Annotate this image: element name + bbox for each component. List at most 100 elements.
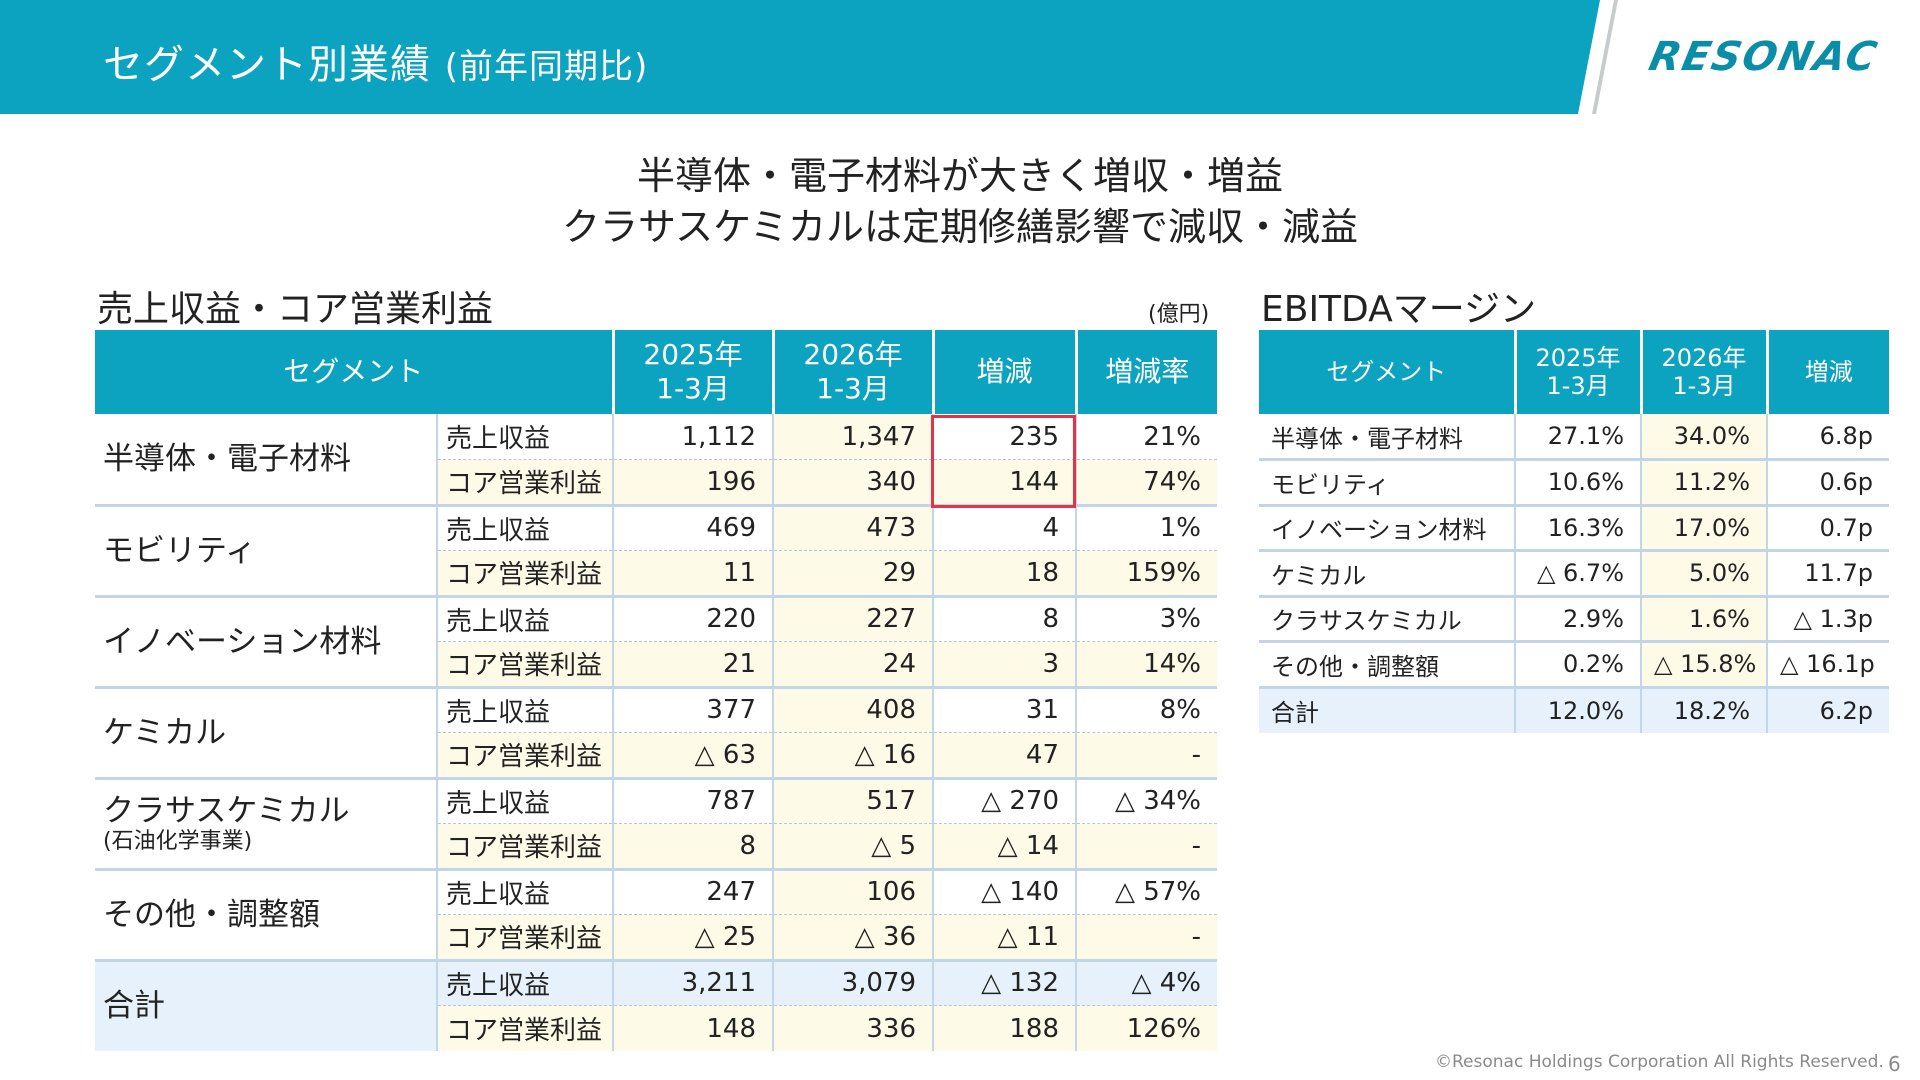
header-2025-line: 1-3月 xyxy=(656,372,730,405)
ebitda-change: 11.7p xyxy=(1766,550,1889,598)
value-2025: 1,112 xyxy=(612,414,774,460)
ebitda-margin-table: セグメント 2025年 1-3月 2026年 1-3月 増減 半導体・電子材料 27.1% 3… xyxy=(1259,330,1889,733)
header-change-rate-line: 増減率 xyxy=(1105,355,1190,388)
metric-label: コア営業利益 xyxy=(435,550,614,598)
value-change-rate: 21% xyxy=(1075,414,1218,460)
ebitda-segment: 合計 xyxy=(1259,687,1515,733)
ebitda-change: △ 16.1p xyxy=(1766,641,1889,689)
value-2025: 247 xyxy=(612,869,774,915)
ebitda-2026: 5.0% xyxy=(1640,550,1767,598)
value-2026: 336 xyxy=(772,1005,934,1051)
header: セグメント別業績 (前年同期比) RESONAC xyxy=(0,0,1920,116)
segment-note: (石油化学事業) xyxy=(103,828,253,854)
ebitda-2026: 17.0% xyxy=(1640,505,1767,552)
ebitda-row: 半導体・電子材料 27.1% 34.0% 6.8p xyxy=(1259,414,1889,461)
ebitda-header-2026: 2026年 1-3月 xyxy=(1639,330,1767,414)
metric-label: 売上収益 xyxy=(435,869,614,915)
value-change-rate: 159% xyxy=(1075,550,1218,598)
value-change-rate: 3% xyxy=(1075,596,1218,642)
value-change-rate: 8% xyxy=(1075,687,1218,733)
ebitda-row: モビリティ 10.6% 11.2% 0.6p xyxy=(1259,459,1889,507)
metric-label: 売上収益 xyxy=(435,687,614,733)
header-change-line: 増減 xyxy=(976,355,1033,388)
ebitda-change: 6.2p xyxy=(1766,687,1889,733)
ebitda-2025: 10.6% xyxy=(1514,459,1641,507)
metric-label: 売上収益 xyxy=(435,414,614,460)
segment-name: クラサスケミカル xyxy=(103,792,350,829)
value-2026: △ 16 xyxy=(772,732,934,780)
value-2025: 377 xyxy=(612,687,774,733)
value-2025: △ 63 xyxy=(612,732,774,780)
value-2025: 196 xyxy=(612,459,774,507)
ebitda-2026: 1.6% xyxy=(1640,596,1767,643)
ebitda-2025: 12.0% xyxy=(1514,687,1641,733)
ebitda-header-segment: セグメント xyxy=(1259,330,1515,414)
metric-label: コア営業利益 xyxy=(435,914,614,962)
metric-label: 売上収益 xyxy=(435,778,614,824)
header-2026-line: 1-3月 xyxy=(816,372,890,405)
header-2026-line: 2026年 xyxy=(803,338,903,371)
value-change: △ 14 xyxy=(932,823,1077,871)
ebitda-row: ケミカル △ 6.7% 5.0% 11.7p xyxy=(1259,550,1889,598)
value-2025: 220 xyxy=(612,596,774,642)
value-2026: 24 xyxy=(772,641,934,689)
header-2026: 2026年 1-3月 xyxy=(771,330,934,414)
segment-name-cell: クラサスケミカル (石油化学事業) xyxy=(95,778,437,871)
header-segment: セグメント xyxy=(95,330,614,414)
ebitda-row: イノベーション材料 16.3% 17.0% 0.7p xyxy=(1259,505,1889,552)
value-change: 8 xyxy=(932,596,1077,642)
metric-label: 売上収益 xyxy=(435,960,614,1006)
value-2025: 469 xyxy=(612,505,774,551)
headline-line-1: 半導体・電子材料が大きく増収・増益 xyxy=(636,154,1283,198)
value-2026: 517 xyxy=(772,778,934,824)
value-2025: 148 xyxy=(612,1005,774,1051)
table-row: その他・調整額 売上収益 247 106 △ 140 △ 57% xyxy=(95,869,1218,962)
headline-line-2: クラサスケミカルは定期修繕影響で減収・減益 xyxy=(561,205,1359,249)
metric-label: コア営業利益 xyxy=(435,1005,614,1051)
value-2025: 21 xyxy=(612,641,774,689)
segment-name-cell: イノベーション材料 xyxy=(95,596,437,689)
metric-label: コア営業利益 xyxy=(435,732,614,780)
ebitda-2026: △ 15.8% xyxy=(1640,641,1767,689)
value-2026: 1,347 xyxy=(772,414,934,460)
value-2025: 11 xyxy=(612,550,774,598)
table-row: イノベーション材料 売上収益 220 227 8 3% xyxy=(95,596,1218,689)
header-band xyxy=(0,0,1600,114)
highlight-box xyxy=(931,415,1076,508)
value-change: △ 11 xyxy=(932,914,1077,962)
value-change: 144 xyxy=(932,459,1077,507)
table-row: コア営業利益 △ 25 △ 36 △ 11- xyxy=(95,914,1218,962)
metric-label: コア営業利益 xyxy=(435,823,614,871)
value-change: 47 xyxy=(932,732,1077,780)
value-change-rate: - xyxy=(1075,823,1218,871)
table-row: コア営業利益 11 29 18 159% xyxy=(95,550,1218,598)
table-row: 半導体・電子材料 売上収益 1,112 1,347 235 21% xyxy=(95,414,1218,507)
ebitda-2025: △ 6.7% xyxy=(1514,550,1641,598)
ebitda-header-2026-line: 1-3月 xyxy=(1672,372,1736,400)
ebitda-row: クラサスケミカル 2.9% 1.6% △ 1.3p xyxy=(1259,596,1889,643)
ebitda-header-2025: 2025年 1-3月 xyxy=(1513,330,1641,414)
segment-name: 合計 xyxy=(103,988,165,1025)
page-number: 6 xyxy=(1888,1052,1901,1076)
value-2025: 3,211 xyxy=(612,960,774,1006)
metric-label: 売上収益 xyxy=(435,505,614,551)
segment-name: その他・調整額 xyxy=(103,896,320,933)
ebitda-row: 合計 12.0% 18.2% 6.2p xyxy=(1259,687,1889,733)
ebitda-header-row: セグメント 2025年 1-3月 2026年 1-3月 増減 xyxy=(1259,330,1889,414)
ebitda-2026: 18.2% xyxy=(1640,687,1767,733)
value-change: △ 140 xyxy=(932,869,1077,915)
table-row: コア営業利益 △ 63 △ 16 47- xyxy=(95,732,1218,780)
table-row: 合計 売上収益 3,211 3,079 △ 132 △ 4% xyxy=(95,960,1218,1051)
table-row: コア営業利益 21 24 3 14% xyxy=(95,641,1218,689)
ebitda-segment: 半導体・電子材料 xyxy=(1259,414,1515,461)
value-change: △ 270 xyxy=(932,778,1077,824)
unit-note: (億円) xyxy=(1148,302,1210,327)
value-change-rate: 74% xyxy=(1075,459,1218,507)
segment-name: モビリティ xyxy=(103,532,257,569)
value-change: 18 xyxy=(932,550,1077,598)
value-change-rate: - xyxy=(1075,914,1218,962)
ebitda-2025: 2.9% xyxy=(1514,596,1641,643)
value-change: 3 xyxy=(932,641,1077,689)
page-title-main: セグメント別業績 xyxy=(103,42,431,88)
ebitda-2025: 16.3% xyxy=(1514,505,1641,552)
